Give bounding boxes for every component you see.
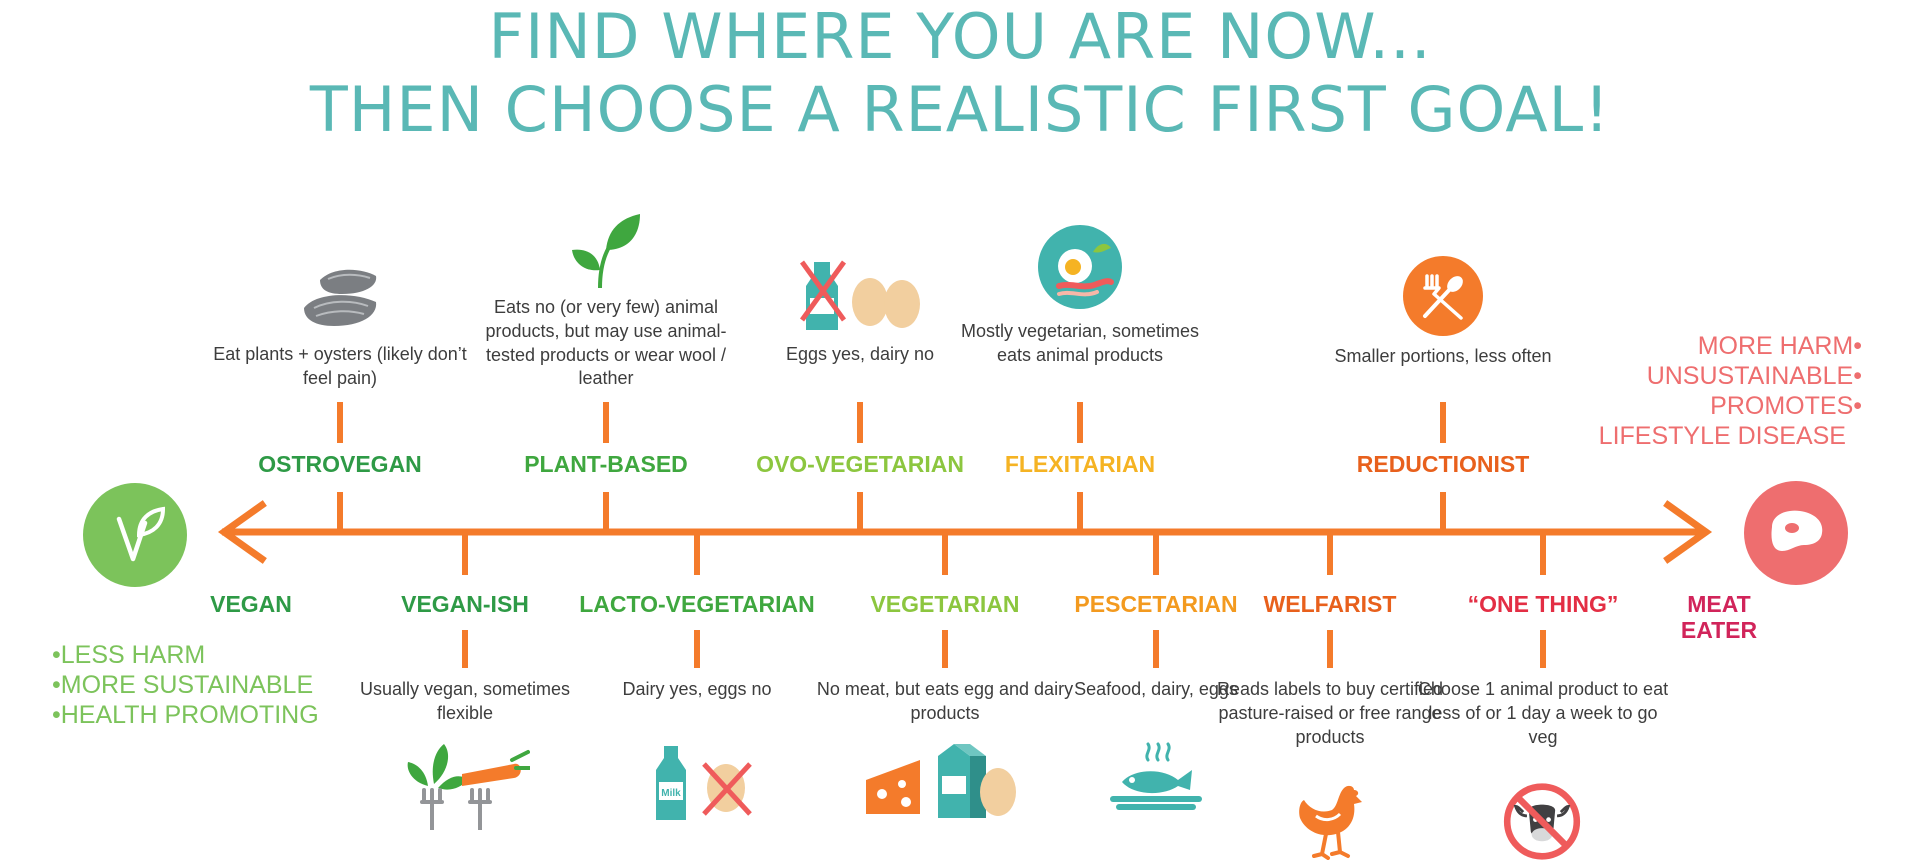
veggie-forks-icon (407, 744, 530, 830)
category-label-lacto-vegetarian: LACTO-VEGETARIAN (579, 591, 815, 617)
fork-spoon-icon (1403, 256, 1483, 336)
category-label-vegan-ish: VEGAN-ISH (401, 591, 529, 617)
description-pescetarian: Seafood, dairy, eggs (1074, 679, 1238, 699)
meat-harm: PROMOTES• (1710, 392, 1862, 420)
vegan-benefit: •LESS HARM (52, 641, 206, 669)
vegan-benefits-list: •LESS HARM •MORE SUSTAINABLE •HEALTH PRO… (52, 640, 319, 730)
vegan-benefit: •HEALTH PROMOTING (52, 701, 319, 729)
oyster-icon (304, 269, 377, 326)
description-reductionist: Smaller portions, less often (1334, 346, 1552, 366)
description-flexitarian: Mostly vegetarian, sometimes eats animal… (960, 321, 1200, 365)
category-label-reductionist: REDUCTIONIST (1356, 451, 1530, 477)
description-lacto-vegetarian: Dairy yes, eggs no (622, 679, 772, 699)
description-one-thing: Choose 1 animal product to eat less of o… (1417, 679, 1669, 747)
meat-harm: UNSUSTAINABLE• (1646, 362, 1862, 390)
meat-badge (1744, 481, 1848, 585)
meat-harm: LIFESTYLE DISEASE (1598, 422, 1846, 450)
steak-icon (1771, 510, 1823, 551)
category-label-vegetarian: VEGETARIAN (870, 591, 1020, 617)
meat-eater-label: MEAT EATER (1680, 591, 1758, 644)
chicken-icon (1299, 785, 1362, 860)
category-label-pescetarian: PESCETARIAN (1074, 591, 1238, 617)
meat-eater-line-2: EATER (1680, 616, 1758, 643)
description-plant-based: Eats no (or very few) animal products, b… (485, 297, 727, 389)
vegan-label: VEGAN (210, 591, 292, 617)
vegan-leaf-icon (116, 506, 166, 562)
cheese-milk-egg-icon (866, 744, 1016, 818)
milk-no-egg-icon: Milk (656, 746, 752, 820)
title-line-2: THEN CHOOSE A REALISTIC FIRST GOAL! (309, 73, 1611, 146)
category-label-flexitarian: FLEXITARIAN (1004, 451, 1156, 477)
vegan-badge (83, 483, 187, 587)
category-label-welfarist: WELFARIST (1263, 591, 1397, 617)
title-line-1: FIND WHERE YOU ARE NOW... (488, 0, 1432, 73)
description-vegan-ish: Usually vegan, sometimes flexible (359, 679, 571, 723)
category-label-ostrovegan: OSTROVEGAN (258, 451, 422, 477)
left-arrowhead (217, 500, 267, 564)
no-cow-icon (1503, 783, 1581, 860)
right-arrowhead (1663, 500, 1713, 564)
category-label-ovo-vegetarian: OVO-VEGETARIAN (756, 451, 964, 477)
description-ovo-vegetarian: Eggs yes, dairy no (785, 344, 935, 364)
description-vegetarian: No meat, but eats egg and dairy products (816, 679, 1074, 723)
category-label-plant-based: PLANT-BASED (524, 451, 688, 477)
meat-harms-list: MORE HARM• UNSUSTAINABLE• PROMOTES• LIFE… (1599, 331, 1862, 451)
milk-bottle-text: Milk (661, 788, 681, 799)
axis-ticks (337, 402, 1546, 668)
description-ostrovegan: Eat plants + oysters (likely don’t feel … (213, 344, 467, 388)
fish-plate-icon (1110, 742, 1202, 810)
meat-eater-line-1: MEAT (1687, 591, 1751, 617)
vegan-benefit: •MORE SUSTAINABLE (52, 671, 314, 699)
leaf-sprout-icon (572, 214, 640, 288)
eggs-no-milk-icon (800, 260, 920, 330)
description-welfarist: Reads labels to buy certified pasture-ra… (1216, 679, 1444, 747)
category-label-one-thing: “ONE THING” (1467, 591, 1619, 617)
breakfast-plate-icon (1038, 225, 1122, 309)
meat-harm: MORE HARM• (1697, 332, 1862, 360)
